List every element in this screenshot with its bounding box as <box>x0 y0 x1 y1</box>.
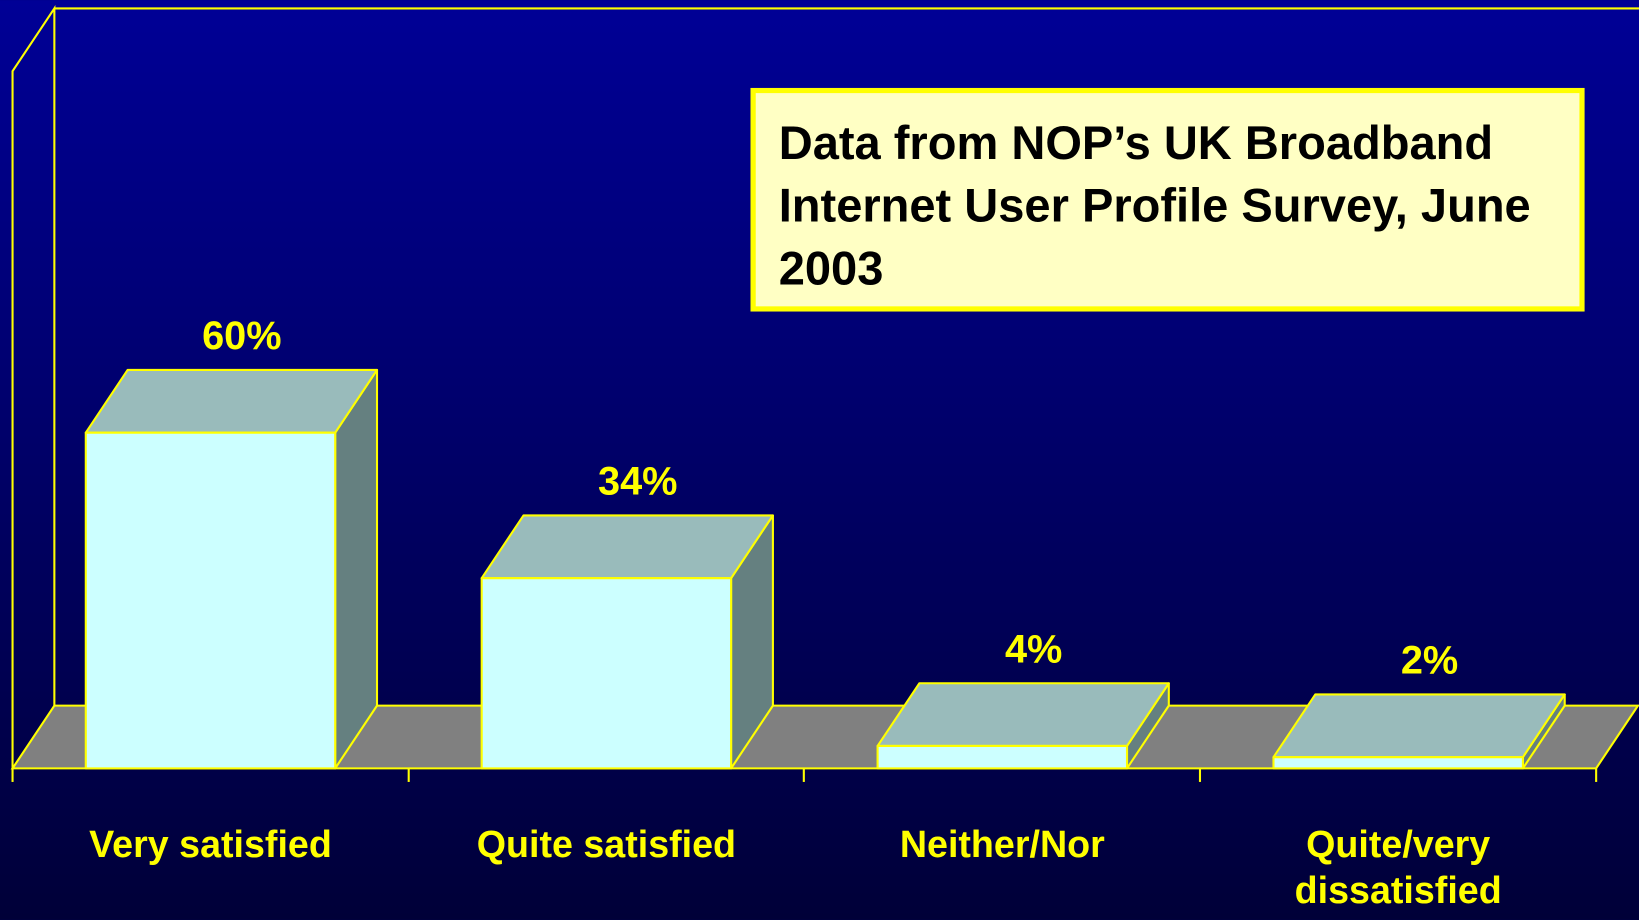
value-label: 4% <box>1005 627 1062 671</box>
bar <box>84 368 379 770</box>
left-wall <box>11 4 56 769</box>
bar-side <box>334 368 379 770</box>
value-label: 2% <box>1401 639 1458 683</box>
value-label: 34% <box>598 460 678 504</box>
bar-top <box>480 514 774 580</box>
x-tick-label-box: Neither/Nor <box>899 822 1105 866</box>
bar-top <box>876 682 1170 748</box>
bar-front <box>480 577 733 770</box>
annotation-box: Data from NOP’s UK Broadband Internet Us… <box>750 87 1585 312</box>
category-ticks <box>11 768 1598 782</box>
x-tick-label: Quite/very dissatisfied <box>1294 822 1502 912</box>
x-tick-label-box: Quite/very dissatisfied <box>1294 822 1502 912</box>
bar <box>1272 693 1566 770</box>
walls <box>11 4 1639 769</box>
value-label: 60% <box>202 314 282 358</box>
bar <box>480 514 774 770</box>
bar-front <box>876 744 1129 770</box>
bar-front <box>1272 756 1524 770</box>
x-tick-label-box: Quite satisfied <box>476 822 737 866</box>
x-tick-label: Neither/Nor <box>899 822 1105 866</box>
x-tick-label-box: Very satisfied <box>89 822 332 866</box>
bar-front <box>84 431 337 770</box>
bar-top <box>1272 693 1566 759</box>
annotation: Data from NOP’s UK Broadband Internet Us… <box>750 87 1585 312</box>
x-tick-label: Very satisfied <box>89 822 332 866</box>
bar-top <box>84 368 379 434</box>
x-tick-label: Quite satisfied <box>476 822 737 866</box>
bar <box>876 682 1170 770</box>
